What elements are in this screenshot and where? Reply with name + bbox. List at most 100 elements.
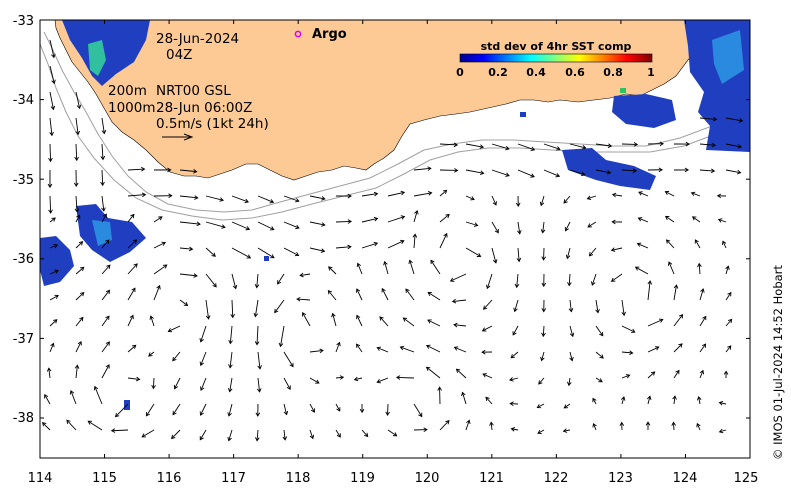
current-arrow <box>228 403 233 417</box>
credit-label: © IMOS 01-Jul-2024 14:52 Hobart <box>771 265 785 460</box>
current-arrowhead <box>193 169 198 174</box>
current-arrow <box>537 403 545 408</box>
current-arrowhead <box>270 226 275 231</box>
current-arrow <box>283 351 294 367</box>
current-arrowhead <box>321 222 326 227</box>
current-arrowhead <box>442 189 448 195</box>
current-arrowhead <box>47 183 53 189</box>
x-axis-labels: 114 115 116 117 118 119 120 121 122 123 … <box>28 471 759 486</box>
current-arrowhead <box>221 224 226 229</box>
current-arrowhead <box>158 216 163 221</box>
current-arrow <box>296 298 311 301</box>
current-arrow <box>231 195 249 203</box>
current-arrowhead <box>106 264 111 269</box>
current-arrowhead <box>205 315 211 320</box>
current-arrow <box>568 377 571 386</box>
current-arrowhead <box>161 241 166 246</box>
current-arrowhead <box>563 199 568 204</box>
current-arrow <box>48 368 51 379</box>
current-arrow <box>309 350 324 353</box>
current-arrow <box>75 292 85 301</box>
current-arrowhead <box>461 391 466 397</box>
current-arrowhead <box>564 226 569 232</box>
current-arrowhead <box>717 218 723 223</box>
current-arrowhead <box>183 301 189 307</box>
current-arrowhead <box>245 226 251 231</box>
current-arrowhead <box>581 171 586 177</box>
current-arrowhead <box>141 192 147 198</box>
hour-label: 04Z <box>166 47 192 63</box>
sst-patch-northwest <box>62 20 150 86</box>
current-arrowhead <box>227 412 232 417</box>
current-arrowhead <box>466 419 471 425</box>
current-arrowhead <box>200 386 205 392</box>
current-arrow <box>569 299 572 312</box>
current-arrow <box>75 341 82 353</box>
current-arrowhead <box>347 244 352 250</box>
current-arrowhead <box>696 396 702 401</box>
current-arrowhead <box>168 193 173 199</box>
current-arrow <box>335 376 344 379</box>
current-arrow <box>699 117 717 120</box>
current-arrowhead <box>53 244 59 249</box>
current-arrow <box>621 374 630 379</box>
current-arrow <box>510 351 519 359</box>
current-arrowhead <box>588 252 594 257</box>
current-arrowhead <box>453 346 459 351</box>
current-arrowhead <box>336 433 341 438</box>
current-arrowhead <box>227 388 233 393</box>
current-arrowhead <box>100 181 105 187</box>
current-arrow <box>309 429 314 439</box>
current-arrow <box>335 342 340 353</box>
current-arrow <box>722 241 727 249</box>
y-axis-labels: -33 -34 -35 -36 -37 -38 <box>13 14 34 426</box>
current-arrowhead <box>255 437 260 442</box>
current-arrowhead <box>567 282 572 287</box>
current-arrowhead <box>148 352 153 357</box>
current-arrow <box>665 216 675 223</box>
product-label: NRT00 GSL <box>156 83 231 99</box>
current-arrow <box>49 319 58 327</box>
current-arrow <box>725 169 741 174</box>
current-arrowhead <box>629 350 634 356</box>
current-arrowhead <box>373 216 379 222</box>
current-arrow <box>44 394 51 405</box>
current-arrow <box>511 428 519 431</box>
current-arrowhead <box>105 289 111 295</box>
current-arrow <box>439 214 450 223</box>
current-arrowhead <box>414 209 419 215</box>
current-arrowhead <box>385 411 390 416</box>
current-arrowhead <box>193 273 198 278</box>
current-arrowhead <box>356 343 361 348</box>
x-tick-label: 118 <box>286 471 311 486</box>
current-arrowhead <box>211 252 216 257</box>
current-arrowhead <box>555 173 561 178</box>
current-arrow <box>127 345 137 353</box>
current-arrowhead <box>509 377 514 382</box>
current-arrow <box>127 377 140 380</box>
current-arrow <box>647 280 651 301</box>
current-arrowhead <box>633 142 639 147</box>
contour-1000-label: 1000m <box>108 100 156 116</box>
current-arrowhead <box>620 396 626 401</box>
current-arrow <box>49 91 54 110</box>
current-arrow <box>309 195 325 200</box>
current-arrow <box>309 221 325 226</box>
current-arrow <box>587 195 597 200</box>
current-arrowhead <box>105 341 110 346</box>
sst-pixel <box>620 88 626 93</box>
current-arrow <box>725 143 742 148</box>
current-arrow <box>589 247 597 257</box>
current-arrowhead <box>76 104 82 110</box>
current-arrowhead <box>194 195 199 200</box>
current-arrowhead <box>595 309 600 314</box>
current-arrow <box>257 195 274 203</box>
sst-patch-west-edge <box>40 236 74 286</box>
current-arrowhead <box>129 314 134 320</box>
current-arrow <box>257 221 274 231</box>
current-arrow <box>542 221 545 233</box>
current-arrowhead <box>100 155 106 161</box>
current-arrowhead <box>569 356 574 362</box>
current-arrowhead <box>513 307 518 313</box>
x-tick-label: 122 <box>544 471 569 486</box>
